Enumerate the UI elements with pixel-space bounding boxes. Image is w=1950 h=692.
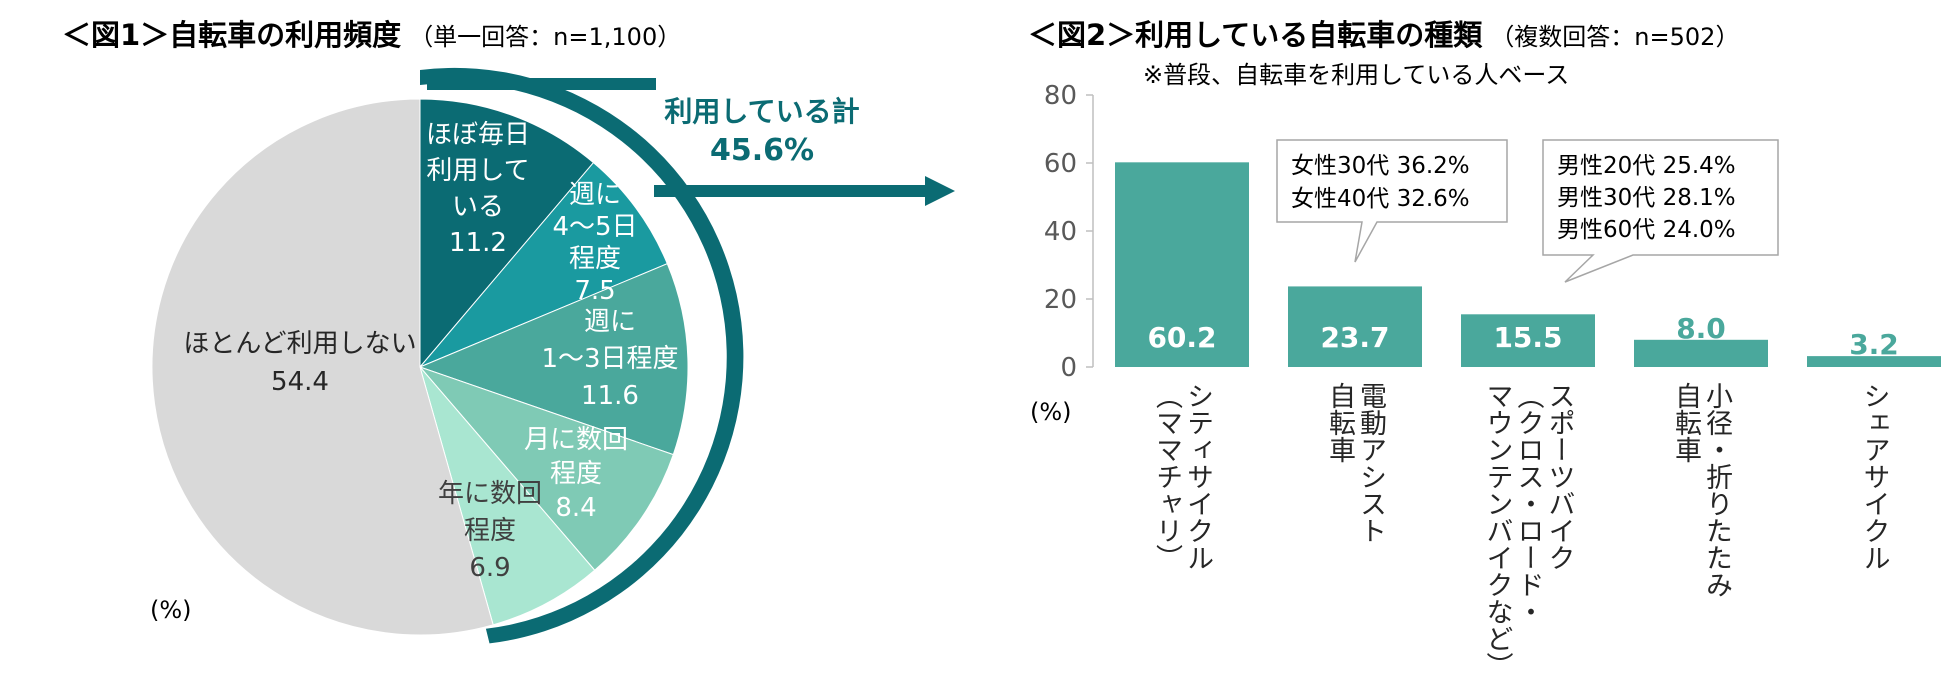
pie-slice: [151, 98, 494, 636]
y-tick-label: 20: [1044, 285, 1077, 315]
pie-slice-label-line: 週に: [584, 307, 636, 337]
bar-category-label: 自転車: [1670, 382, 1701, 463]
pie-slice-label: 月に数回程度 8.4: [524, 425, 628, 523]
pie-slice-label-line: 程度: [550, 459, 602, 489]
pie-slice-label: ほぼ毎日利用している 11.2: [426, 120, 530, 258]
pie-slice-label-line: いる: [452, 192, 504, 222]
fig2-title: ＜図2＞利用している自転車の種類 （複数回答：n=502）: [1028, 18, 1739, 52]
pie-slice-label: 週に 1～3日程度 11.6: [541, 307, 678, 411]
pie-slice-label-line: 11.2: [449, 228, 507, 258]
bar-category-label: シティサイクル: [1182, 382, 1213, 571]
callout-box-1-line-1: 女性30代 36.2%: [1291, 153, 1470, 179]
bar-value-label: 15.5: [1493, 321, 1562, 354]
callout-label: 利用している計: [664, 95, 859, 128]
pie-slice-label-line: 7.5: [574, 276, 615, 306]
bar-category-label: 電動アシスト: [1355, 382, 1386, 544]
bar-value-label: 23.7: [1320, 321, 1389, 354]
bar-value-label: 8.0: [1676, 312, 1726, 345]
bar-category-label: シェアサイクル: [1859, 382, 1890, 571]
callout-box-2-line-1: 男性20代 25.4%: [1557, 153, 1736, 179]
pie-slice-label-line: 年に数回: [438, 479, 542, 509]
bar: [1288, 286, 1422, 367]
callout-arrow: [654, 176, 955, 206]
bar-category-label: スポーツバイク: [1544, 382, 1575, 571]
bar-category-label: 自転車: [1324, 382, 1355, 463]
fig2-unit: (%): [1030, 398, 1072, 426]
pie-slice-label-line: 1～3日程度: [541, 344, 678, 374]
pie-slice-label-line: 月に数回: [524, 425, 628, 455]
pie-slice-label-line: 11.6: [581, 381, 639, 411]
pie-slice-label: 週に 4～5日程度 7.5: [552, 180, 637, 306]
callout-value: 45.6%: [710, 133, 814, 168]
y-tick-label: 40: [1044, 217, 1077, 247]
bar-y-axis: 0 20 40 60 80: [1044, 81, 1094, 383]
callout-box-2-line-2: 男性30代 28.1%: [1557, 185, 1736, 211]
pie-slice-label-line: ほとんど利用しない: [183, 329, 416, 359]
pie-slice-label-line: 程度: [464, 516, 516, 546]
pie-slice-label-line: 8.4: [555, 493, 596, 523]
callout-box-2-line-3: 男性60代 24.0%: [1557, 217, 1736, 243]
pie-slice: [419, 161, 668, 368]
pie-slice-label: ほとんど利用しない 54.4: [183, 329, 416, 397]
fig2-subtitle: ※普段、自転車を利用している人ベース: [1143, 61, 1569, 89]
pie-slice-label-line: 利用して: [426, 156, 529, 186]
callout-box-2: 男性20代 25.4% 男性30代 28.1% 男性60代 24.0%: [1542, 139, 1779, 283]
callout-box-1: 女性30代 36.2% 女性40代 32.6%: [1276, 139, 1508, 263]
y-tick-label: 60: [1044, 149, 1077, 179]
bar: [1807, 356, 1941, 367]
fig2-title-note: （複数回答：n=502）: [1490, 23, 1739, 51]
bar-category-label: （クロス・ロード・: [1513, 382, 1545, 625]
bar-value-label: 3.2: [1849, 328, 1899, 361]
bar-value-label: 60.2: [1147, 321, 1216, 354]
pie-slice: [419, 98, 595, 369]
fig1-unit: (%): [150, 596, 192, 624]
pie-slice: [418, 263, 689, 456]
callout-box-1-line-2: 女性40代 32.6%: [1291, 186, 1470, 212]
pie-slice-label-line: 6.9: [469, 553, 510, 583]
bar-category-label: 小径・折りたたみ: [1701, 382, 1733, 598]
bar: [1115, 162, 1249, 367]
pie-slice-labels: ほぼ毎日利用している 11.2週に 4～5日程度 7.5週に 1～3日程度 11.6月に数…: [183, 120, 678, 583]
pie-slice-label-line: 4～5日: [552, 212, 637, 242]
y-tick-label: 0: [1060, 353, 1077, 383]
fig1-title-note: （単一回答：n=1,100）: [409, 23, 681, 51]
fig1-title-bold: ＜図1＞自転車の利用頻度: [62, 18, 401, 52]
fig1-title: ＜図1＞自転車の利用頻度 （単一回答：n=1,100）: [62, 18, 681, 52]
bar-category-label: （ママチャリ）: [1151, 382, 1183, 571]
fig2-title-bold: ＜図2＞利用している自転車の種類: [1028, 18, 1483, 52]
pie-slice: [419, 366, 596, 626]
bar: [1634, 339, 1768, 367]
pie-slice-label-line: ほぼ毎日: [426, 120, 530, 150]
pie-slice: [418, 365, 674, 571]
pie-slice-label-line: 54.4: [271, 367, 329, 397]
pie-slice-label-line: 週に: [569, 180, 621, 210]
bar-series: 60.2 23.7 15.5 8.0 3.2: [1115, 162, 1941, 367]
pie-chart: [151, 98, 689, 636]
bar: [1461, 314, 1595, 367]
pie-slice-label: 年に数回程度 6.9: [438, 479, 542, 583]
pie-slice-label-line: 程度: [569, 244, 621, 274]
y-tick-label: 80: [1044, 81, 1077, 111]
bar-category-label: マウンテンバイクなど）: [1482, 382, 1514, 679]
callout-bracket-top: [427, 78, 656, 90]
